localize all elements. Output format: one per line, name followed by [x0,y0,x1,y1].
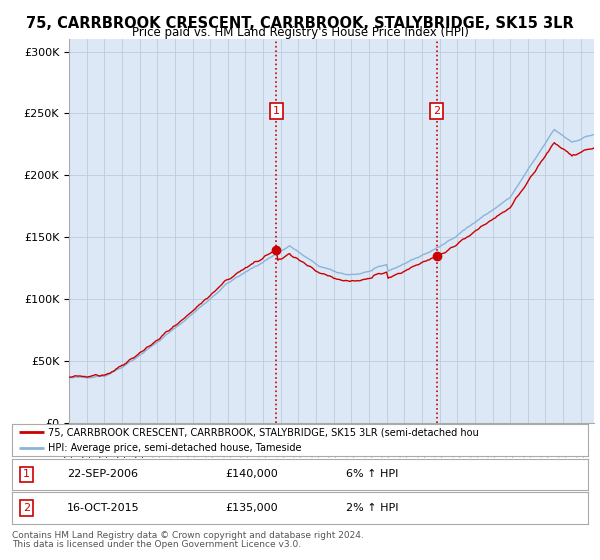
Text: 75, CARRBROOK CRESCENT, CARRBROOK, STALYBRIDGE, SK15 3LR: 75, CARRBROOK CRESCENT, CARRBROOK, STALY… [26,16,574,31]
Text: 1: 1 [23,469,30,479]
Text: 2: 2 [433,106,440,116]
Text: HPI: Average price, semi-detached house, Tameside: HPI: Average price, semi-detached house,… [48,443,301,453]
Text: 2: 2 [23,503,30,513]
Text: 2% ↑ HPI: 2% ↑ HPI [346,503,398,513]
Text: £140,000: £140,000 [225,469,278,479]
Text: 16-OCT-2015: 16-OCT-2015 [67,503,139,513]
Text: 6% ↑ HPI: 6% ↑ HPI [346,469,398,479]
Text: 1: 1 [273,106,280,116]
Text: 75, CARRBROOK CRESCENT, CARRBROOK, STALYBRIDGE, SK15 3LR (semi-detached hou: 75, CARRBROOK CRESCENT, CARRBROOK, STALY… [48,427,478,437]
Text: This data is licensed under the Open Government Licence v3.0.: This data is licensed under the Open Gov… [12,540,301,549]
Text: £135,000: £135,000 [225,503,278,513]
Text: Contains HM Land Registry data © Crown copyright and database right 2024.: Contains HM Land Registry data © Crown c… [12,531,364,540]
Text: Price paid vs. HM Land Registry's House Price Index (HPI): Price paid vs. HM Land Registry's House … [131,26,469,39]
Text: 22-SEP-2006: 22-SEP-2006 [67,469,138,479]
